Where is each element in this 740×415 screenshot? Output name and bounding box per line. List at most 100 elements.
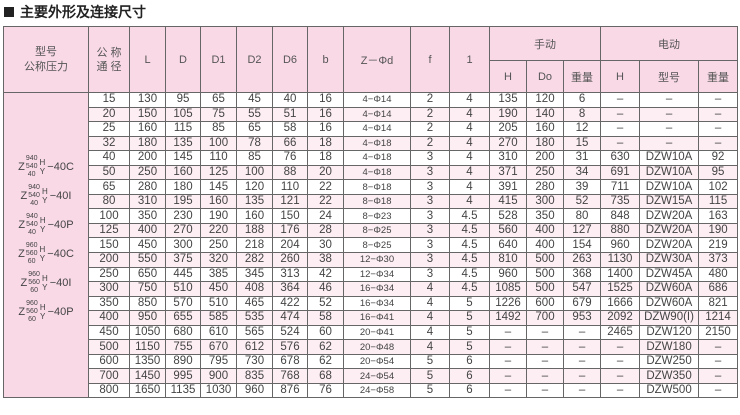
- table-cell: 160: [165, 164, 201, 181]
- table-cell: 2: [410, 92, 450, 108]
- table-cell: 190: [698, 222, 739, 239]
- table-cell: 16: [307, 106, 344, 123]
- table-cell: 4.5: [449, 237, 490, 254]
- table-cell: 190: [200, 208, 237, 224]
- table-cell: 46: [307, 281, 344, 297]
- table-cell: 5: [410, 382, 450, 399]
- section-title-text: 主要外形及连接尺寸: [20, 5, 146, 21]
- model-cell: Z 940 540 40 H Y −40C Z 940 540 40 H Y −40I Z 940 540 40 H…: [3, 91, 89, 399]
- table-cell: 105: [165, 106, 201, 123]
- table-cell: 188: [236, 222, 273, 239]
- table-cell: 960: [489, 266, 527, 283]
- table-cell: 230: [165, 208, 201, 224]
- table-cell: 686: [698, 281, 739, 297]
- table-row: 100 350 230 190 160 150 24 8−Φ23 3 4.5 528 350 80 848…: [4, 208, 739, 224]
- table-cell: –: [698, 353, 739, 370]
- table-cell: 1492: [489, 310, 527, 326]
- table-cell: 205: [489, 121, 527, 137]
- table-cell: 270: [165, 222, 201, 239]
- table-cell: 375: [165, 252, 201, 268]
- table-cell: 300: [88, 281, 130, 297]
- table-cell: 25: [88, 121, 130, 137]
- table-cell: 4−Φ18: [343, 164, 411, 181]
- table-row: 300 750 510 450 408 364 46 16−Φ34 4 4.5 1085 500 547…: [4, 281, 739, 297]
- table-cell: 65: [88, 179, 130, 195]
- table-cell: 28: [307, 222, 344, 239]
- table-cell: 24: [307, 208, 344, 224]
- dimensions-table: 型号 公称压力 公 称 通 径 L D D1 D2 D6 b Z－Φd f 1 …: [3, 26, 739, 399]
- table-cell: 1450: [129, 368, 166, 384]
- table-cell: 1226: [489, 295, 527, 312]
- table-cell: 250: [129, 164, 166, 181]
- table-cell: 400: [129, 222, 166, 239]
- table-cell: 750: [129, 281, 166, 297]
- table-cell: 876: [272, 382, 308, 399]
- table-cell: 350: [526, 208, 564, 224]
- table-cell: 5: [410, 353, 450, 370]
- table-cell: 415: [489, 193, 527, 210]
- table-cell: 3: [410, 252, 450, 268]
- table-cell: 510: [165, 281, 201, 297]
- table-cell: –: [489, 353, 527, 370]
- table-cell: 4: [449, 193, 490, 210]
- table-cell: 735: [600, 193, 641, 210]
- table-cell: 66: [272, 135, 308, 152]
- table-cell: 4: [410, 281, 450, 297]
- table-cell: 610: [200, 324, 237, 341]
- table-cell: DZW20A: [639, 222, 700, 239]
- header-electric: 电动: [600, 26, 739, 61]
- table-cell: 220: [200, 222, 237, 239]
- table-cell: 218: [236, 237, 273, 254]
- table-cell: 585: [200, 310, 237, 326]
- table-cell: 560: [489, 222, 527, 239]
- table-row: 350 850 570 510 465 422 52 16−Φ34 4 5 1226 600 679 16…: [4, 295, 739, 312]
- table-cell: 4: [410, 339, 450, 355]
- table-cell: 282: [236, 252, 273, 268]
- table-cell: –: [562, 368, 602, 384]
- table-cell: 848: [600, 208, 641, 224]
- header-D6: D6: [272, 26, 308, 93]
- table-cell: DZW90(I): [639, 310, 700, 326]
- table-cell: 320: [200, 252, 237, 268]
- table-cell: 5: [449, 324, 490, 341]
- table-cell: 250: [526, 164, 564, 181]
- table-cell: DZW20A: [639, 237, 700, 254]
- table-cell: 280: [129, 179, 166, 195]
- header-D1: D1: [200, 26, 237, 93]
- table-cell: 180: [526, 135, 564, 152]
- table-cell: 20−Φ41: [343, 324, 411, 341]
- table-cell: 2: [410, 135, 450, 152]
- table-cell: –: [562, 353, 602, 370]
- table-cell: 391: [489, 179, 527, 195]
- table-cell: 900: [200, 368, 237, 384]
- table-cell: 39: [562, 179, 602, 195]
- table-cell: –: [526, 382, 564, 399]
- table-cell: 550: [129, 252, 166, 268]
- table-cell: 8−Φ23: [343, 208, 411, 224]
- table-cell: DZW10A: [639, 179, 700, 195]
- table-cell: 270: [489, 135, 527, 152]
- table-cell: 1525: [600, 281, 641, 297]
- table-cell: DZW120: [639, 324, 700, 341]
- table-cell: 24−Φ58: [343, 382, 411, 399]
- table-cell: 31: [562, 150, 602, 166]
- table-cell: 755: [165, 339, 201, 355]
- table-cell: –: [489, 339, 527, 355]
- table-cell: 4: [449, 92, 490, 108]
- table-cell: 95: [165, 92, 201, 108]
- table-cell: 691: [600, 164, 641, 181]
- table-row: 600 1350 890 795 730 678 62 20−Φ54 5 6– – – – DZW250–: [4, 353, 739, 370]
- header-manual: 手动: [488, 26, 602, 61]
- table-row: 150 450 300 250 218 204 30 8−Φ25 3 4.5 640 400 154 96…: [4, 237, 739, 254]
- table-cell: –: [562, 324, 602, 341]
- table-cell: 1150: [129, 339, 166, 355]
- table-cell: 4: [410, 295, 450, 312]
- table-cell: 4−Φ18: [343, 150, 411, 166]
- table-cell: 528: [489, 208, 527, 224]
- table-cell: –: [526, 353, 564, 370]
- table-cell: –: [698, 339, 739, 355]
- table-cell: 700: [88, 368, 130, 384]
- table-cell: 16−Φ41: [343, 310, 411, 326]
- table-cell: –: [639, 92, 700, 108]
- table-cell: 570: [165, 295, 201, 312]
